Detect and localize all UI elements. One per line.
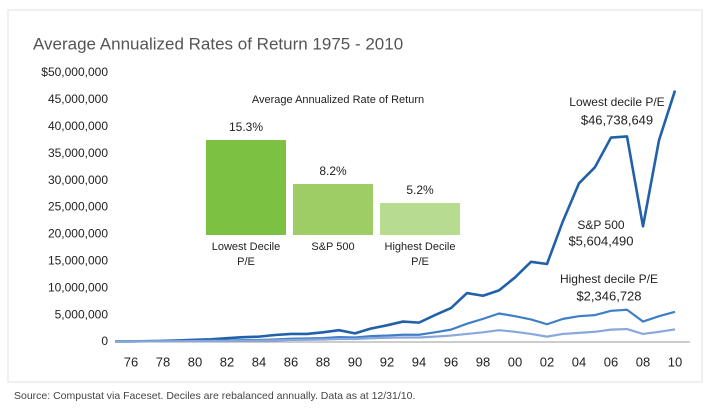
x-tick-label: 00 bbox=[508, 354, 522, 369]
bar bbox=[206, 140, 286, 235]
x-tick-label: 08 bbox=[636, 354, 650, 369]
chart-title: Average Annualized Rates of Return 1975 … bbox=[33, 34, 403, 53]
y-tick-label: 35,000,000 bbox=[48, 146, 108, 160]
x-tick-label: 84 bbox=[252, 354, 266, 369]
x-tick-label: 78 bbox=[156, 354, 170, 369]
category-label: S&P 500 bbox=[311, 241, 355, 253]
x-tick-label: 80 bbox=[188, 354, 202, 369]
y-tick-label: 5,000,000 bbox=[55, 307, 109, 321]
y-tick-label: 30,000,000 bbox=[48, 173, 108, 187]
y-tick-label: 40,000,000 bbox=[48, 119, 108, 133]
value-label: 15.3% bbox=[228, 120, 264, 134]
value-label: 8.2% bbox=[319, 164, 347, 179]
x-tick-label: 96 bbox=[444, 354, 458, 369]
value-label: $46,738,649 bbox=[581, 112, 653, 127]
line-series bbox=[115, 90, 677, 343]
y-tick-label: 0 bbox=[101, 334, 108, 348]
category-label: Highest Decile P/E bbox=[384, 241, 456, 268]
y-tick-label: 10,000,000 bbox=[48, 280, 108, 294]
x-tick-label: 10 bbox=[668, 354, 682, 369]
x-tick-label: 90 bbox=[348, 354, 362, 369]
x-tick-label: 02 bbox=[540, 354, 554, 369]
value-label: $5,604,490 bbox=[568, 233, 633, 248]
x-tick-label: 04 bbox=[572, 354, 586, 369]
y-tick-label: 15,000,000 bbox=[48, 253, 108, 267]
series-label: Highest decile P/E bbox=[560, 272, 658, 286]
y-tick-label: $50,000,000 bbox=[41, 65, 108, 79]
value-label: 5.2% bbox=[406, 182, 434, 197]
bar bbox=[293, 184, 373, 235]
category-label: Lowest Decile P/E bbox=[211, 241, 281, 268]
x-tick-label: 88 bbox=[316, 354, 330, 369]
x-tick-label: 76 bbox=[124, 354, 138, 369]
y-tick-label: 25,000,000 bbox=[48, 200, 108, 214]
source-note: Source: Compustat via Faceset. Deciles a… bbox=[14, 390, 415, 402]
y-tick-label: 45,000,000 bbox=[48, 92, 108, 106]
line-series bbox=[114, 327, 676, 343]
inset-title: Average Annualized Rate of Return bbox=[252, 94, 424, 106]
x-tick-label: 94 bbox=[412, 354, 426, 369]
x-tick-label: 06 bbox=[604, 354, 618, 369]
x-tick-label: 92 bbox=[380, 354, 394, 369]
x-tick-label: 82 bbox=[220, 354, 234, 369]
x-tick-label: 86 bbox=[284, 354, 298, 369]
series-label: Lowest decile P/E bbox=[569, 95, 664, 109]
series-label: S&P 500 bbox=[577, 218, 624, 232]
x-tick-label: 98 bbox=[476, 354, 490, 369]
y-tick-label: 20,000,000 bbox=[48, 227, 108, 241]
bar bbox=[380, 202, 460, 235]
value-label: $2,346,728 bbox=[576, 288, 641, 303]
